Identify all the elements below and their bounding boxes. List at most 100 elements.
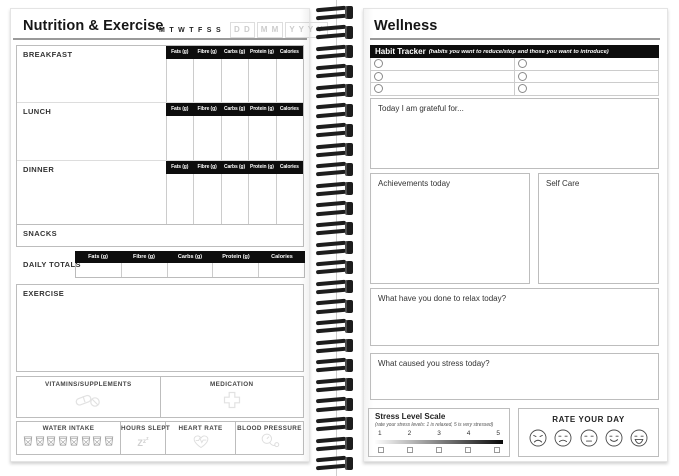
hours-slept-cell: HOURS SLEPT Zzz — [121, 422, 170, 454]
exercise-label: EXERCISE — [23, 289, 65, 298]
nutrient-cell — [193, 59, 220, 102]
stress-level-number: 5 — [496, 430, 500, 437]
nutrient-column-label: Protein (g) — [249, 49, 274, 55]
stress-level-number: 2 — [407, 430, 412, 437]
relax-box: What have you done to relax today? — [370, 288, 659, 346]
dinner-label: DINNER — [23, 165, 55, 174]
binding-coil-icon — [315, 201, 356, 216]
mood-face-very-happy-icon — [629, 428, 649, 448]
daily-totals-label: DAILY TOTALS — [23, 260, 81, 269]
habit-checkbox-circle — [374, 84, 383, 94]
binding-coil-icon — [315, 299, 356, 314]
nutrient-cell — [220, 174, 248, 224]
habit-rows — [370, 58, 659, 96]
habit-checkbox-circle — [374, 71, 383, 81]
daily-total-cell — [120, 263, 167, 277]
water-intake-label: WATER INTAKE — [42, 425, 95, 432]
mood-face-happy-icon — [604, 428, 624, 448]
weekday-letter: T — [189, 27, 194, 34]
nutrient-cell — [166, 116, 193, 160]
daily-totals-header: Fats (g) Fibre (g) Carbs (g) Protein (g) Cal… — [75, 251, 305, 263]
lunch-section: LUNCH Fats (g) Fibre (g) Carbs (g) Protein … — [17, 102, 303, 160]
nutrient-cell — [220, 116, 248, 160]
binding-coil-icon — [315, 436, 356, 451]
nutrient-column-label: Protein (g) — [222, 254, 250, 260]
self-care-prompt: Self Care — [546, 179, 580, 188]
habit-cell — [514, 70, 658, 82]
weekday-letter: M — [159, 27, 165, 34]
binding-coil-icon — [315, 416, 356, 432]
weekday-letter: S — [215, 27, 221, 34]
nutrient-column-label: Carbs (g) — [223, 49, 246, 55]
stress-checkbox — [494, 447, 500, 453]
binding-coil-icon — [315, 357, 356, 373]
nutrient-column-label: Fibre (g) — [197, 106, 217, 112]
breakfast-label: BREAKFAST — [23, 50, 73, 59]
nutrient-column-label: Fats (g) — [171, 106, 189, 112]
page-seam — [336, 0, 337, 476]
habit-cell — [371, 58, 514, 70]
vitamins-label: VITAMINS/SUPPLEMENTS — [44, 381, 132, 388]
nutrient-column-label: Fibre (g) — [197, 164, 217, 170]
nutrient-column-label: Calories — [279, 106, 299, 112]
wellness-page: Wellness Habit Tracker (habits you want … — [363, 8, 668, 462]
water-intake-cell: WATER INTAKE — [17, 422, 121, 454]
page-title: Nutrition & Exercise — [23, 18, 164, 34]
stress-gradient-bar — [375, 440, 503, 444]
stress-checkbox — [465, 447, 471, 453]
stress-cause-box: What caused you stress today? — [370, 353, 659, 400]
water-cup-icon — [104, 434, 114, 452]
nutrient-cell — [193, 116, 220, 160]
habit-cell — [514, 83, 658, 95]
binding-coil-icon — [315, 103, 356, 118]
nutrient-column-label: Calories — [279, 164, 299, 170]
binding-coil-icon — [315, 161, 356, 177]
habit-row — [370, 58, 659, 71]
daily-totals-cells — [75, 263, 305, 278]
water-cup-icon — [69, 434, 79, 452]
nutrient-cells — [166, 59, 303, 102]
binding-coil-icon — [315, 83, 356, 99]
medical-cross-icon — [161, 390, 304, 415]
daily-totals-table: Fats (g) Fibre (g) Carbs (g) Protein (g) Cal… — [75, 251, 305, 278]
date-box: D D — [230, 22, 255, 38]
nutrient-cell — [248, 174, 275, 224]
stress-checkbox — [436, 447, 442, 453]
mood-face-neutral-icon — [579, 428, 599, 448]
binding-coil-icon — [315, 259, 356, 275]
nutrient-column-label: Calories — [279, 49, 299, 55]
stress-level-number: 1 — [378, 430, 382, 437]
binding-coil-icon — [315, 279, 356, 295]
binding-coil-icon — [315, 397, 356, 412]
nutrient-cell — [193, 174, 220, 224]
binding-coils — [315, 5, 356, 471]
nutrient-column-label: Fats (g) — [171, 49, 189, 55]
rate-your-day-title: RATE YOUR DAY — [552, 415, 625, 424]
binding-coil-icon — [315, 44, 356, 59]
rate-your-day-box: RATE YOUR DAY — [518, 408, 659, 457]
heart-rate-label: HEART RATE — [178, 425, 223, 432]
blood-pressure-monitor-icon — [236, 432, 303, 455]
water-cup-icon — [81, 434, 91, 452]
binding-coil-icon — [315, 142, 356, 157]
vitals-box: WATER INTAKE — [16, 421, 304, 455]
blood-pressure-cell: BLOOD PRESSURE — [236, 422, 303, 454]
nutrient-cell — [220, 59, 248, 102]
breakfast-section: BREAKFAST Fats (g) Fibre (g) Carbs (g) Prot… — [17, 46, 303, 102]
stress-checkbox — [378, 447, 384, 453]
nutrient-column-label: Fats (g) — [88, 254, 108, 260]
weekday-letter: W — [178, 27, 185, 34]
daily-total-cell — [212, 263, 258, 277]
nutrient-cell — [248, 59, 275, 102]
snacks-section: SNACKS — [17, 224, 303, 248]
nutrient-cells — [166, 174, 303, 224]
water-cup-icon — [23, 434, 33, 452]
snacks-label: SNACKS — [23, 229, 58, 238]
title-rule — [13, 38, 307, 40]
stress-checkbox — [407, 447, 413, 453]
nutrient-cell — [166, 59, 193, 102]
nutrient-cell — [248, 116, 275, 160]
nutrient-column-label: Protein (g) — [249, 106, 274, 112]
binding-coil-icon — [315, 220, 356, 236]
